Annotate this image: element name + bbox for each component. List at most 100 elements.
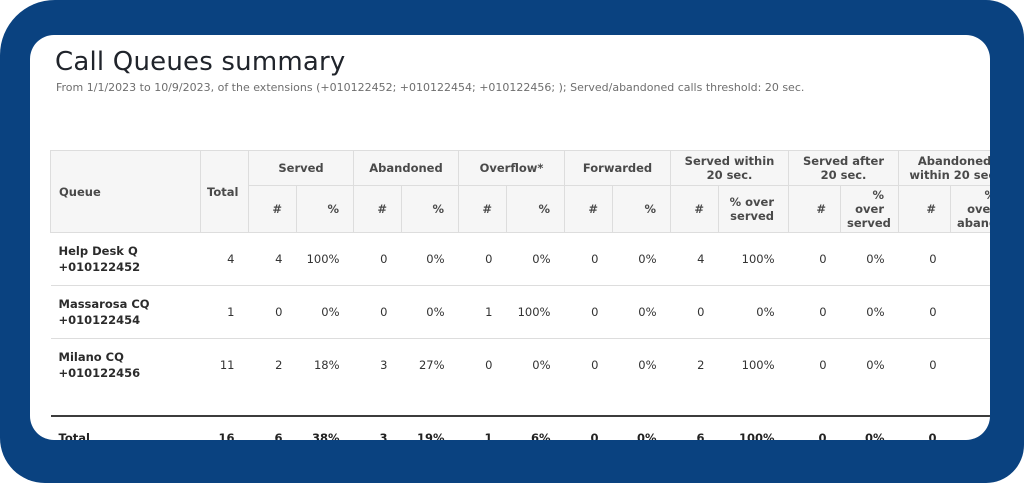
table-cell: 0% xyxy=(321,305,340,319)
table-cell: 100% xyxy=(306,252,340,266)
subcol-overflow-count: # xyxy=(458,185,507,233)
table-cell: 0 xyxy=(591,358,599,373)
table-cell: 0% xyxy=(636,431,657,440)
subcol-served-count: # xyxy=(248,185,297,233)
table-row: Milano CQ +010122456 11 2 18% 3 27% 0 0%… xyxy=(51,339,991,392)
table-cell: 0% xyxy=(866,252,885,266)
queue-number: +010122454 xyxy=(58,313,141,327)
queue-name: Help Desk Q xyxy=(58,244,138,258)
report-subtitle: From 1/1/2023 to 10/9/2023, of the exten… xyxy=(56,81,805,94)
subcol-forwarded-count: # xyxy=(564,185,613,233)
report-card: Call Queues summary From 1/1/2023 to 10/… xyxy=(30,35,990,440)
table-cell xyxy=(951,416,990,441)
table-row: Help Desk Q +010122452 4 4 100% 0 0% 0 0… xyxy=(50,233,990,286)
table-cell: 0 xyxy=(380,252,388,266)
table-cell: 1 xyxy=(485,305,493,319)
queue-cell: Massarosa CQ +010122454 xyxy=(51,286,201,339)
col-group-abandoned: Abandoned xyxy=(353,150,459,186)
table-cell: 0 xyxy=(929,252,937,266)
table-cell: 0 xyxy=(929,305,937,319)
col-group-overflow: Overflow* xyxy=(458,150,565,186)
table-cell: 0 xyxy=(928,431,937,440)
table-cell: 0 xyxy=(485,358,493,373)
table-cell: 4 xyxy=(227,252,235,266)
subcol-served-after-pct: % over served xyxy=(840,185,900,233)
table-cell: 0 xyxy=(275,305,283,319)
table-cell: 6% xyxy=(530,431,551,440)
table-cell: 38% xyxy=(311,431,340,440)
table-cell: 0% xyxy=(532,358,551,373)
page-title: Call Queues summary xyxy=(55,47,346,77)
total-row: Total 16 6 38% 3 19% 1 6% 0 0% 6 100% 0 … xyxy=(50,415,990,441)
table-cell: 19% xyxy=(416,431,445,440)
col-header-total: Total xyxy=(200,150,249,233)
table-cell: 0% xyxy=(638,305,657,319)
col-group-served: Served xyxy=(248,150,354,186)
table-cell: 0 xyxy=(818,431,827,440)
table-cell: 27% xyxy=(418,358,445,373)
table-cell: 0% xyxy=(426,305,445,319)
subcol-abandoned-pct: % xyxy=(401,185,459,233)
queue-name: Massarosa CQ xyxy=(58,297,150,311)
table-cell xyxy=(951,339,990,392)
table-cell: 0% xyxy=(865,431,885,440)
table-cell: 18% xyxy=(313,358,340,373)
table-cell: 100% xyxy=(517,305,551,319)
subcol-served-within-pct: % over served xyxy=(717,185,790,233)
call-queues-table: Queue Total Served Abandoned Overflow* F… xyxy=(50,150,990,440)
table-cell: 0 xyxy=(929,358,937,373)
subcol-overflow-pct: % xyxy=(506,185,565,233)
table-cell: 0% xyxy=(866,305,885,319)
table-cell: 6 xyxy=(274,431,283,440)
table-cell: 2 xyxy=(275,358,283,373)
col-group-abandoned-within: Abandoned within 20 sec. xyxy=(898,150,990,186)
table-cell: 0% xyxy=(638,358,657,373)
table-cell: 3 xyxy=(379,431,388,440)
table-cell: 16 xyxy=(218,431,235,440)
table-cell: 1 xyxy=(484,431,493,440)
table-cell: 0 xyxy=(591,305,599,319)
queue-cell: Milano CQ +010122456 xyxy=(51,339,201,392)
queue-cell: Help Desk Q +010122452 xyxy=(51,233,201,286)
subcol-abandoned-count: # xyxy=(353,185,402,233)
subcol-abandoned-within-count: # xyxy=(898,185,952,233)
table-cell: 100% xyxy=(741,252,775,266)
table-cell: 4 xyxy=(275,252,283,266)
table-body: Help Desk Q +010122452 4 4 100% 0 0% 0 0… xyxy=(50,233,991,416)
col-group-forwarded: Forwarded xyxy=(564,150,671,186)
table-cell: 0% xyxy=(426,252,445,266)
subcol-abandoned-within-pct: % over abandoned xyxy=(950,185,990,233)
table-cell: 0% xyxy=(756,305,775,319)
spacer-row xyxy=(51,392,991,416)
queue-name: Milano CQ xyxy=(58,350,124,365)
queue-number: +010122456 xyxy=(58,366,141,381)
header-sub-row: # % # % # % # % # % over served # % over… xyxy=(51,185,990,233)
subcol-served-pct: % xyxy=(296,185,354,233)
table-cell: 2 xyxy=(697,358,705,373)
table-cell: 3 xyxy=(380,358,388,373)
table-cell: 11 xyxy=(219,358,235,373)
table-cell xyxy=(951,286,990,339)
table-cell: 0% xyxy=(866,358,885,373)
table-cell: 4 xyxy=(697,252,705,266)
table-cell: 100% xyxy=(738,431,775,440)
subcol-served-after-count: # xyxy=(788,185,842,233)
table-header: Queue Total Served Abandoned Overflow* F… xyxy=(50,150,990,233)
col-group-served-within: Served within 20 sec. xyxy=(669,150,790,186)
header-group-row: Queue Total Served Abandoned Overflow* F… xyxy=(50,150,990,233)
table-cell xyxy=(951,233,990,286)
table-cell: 0 xyxy=(590,431,599,440)
total-label: Total xyxy=(58,431,90,440)
table-cell: 6 xyxy=(696,431,705,440)
table-cell: 0 xyxy=(485,252,493,266)
table-footer: Total 16 6 38% 3 19% 1 6% 0 0% 6 100% 0 … xyxy=(50,415,990,441)
table-cell: 1 xyxy=(227,305,235,319)
subcol-forwarded-pct: % xyxy=(612,185,671,233)
table-cell: 0 xyxy=(697,305,705,319)
table-cell: 0 xyxy=(819,305,827,319)
table-cell: 0% xyxy=(638,252,657,266)
table-cell: 0 xyxy=(591,252,599,266)
table-cell: 0 xyxy=(819,358,827,373)
subcol-served-within-count: # xyxy=(670,185,719,233)
